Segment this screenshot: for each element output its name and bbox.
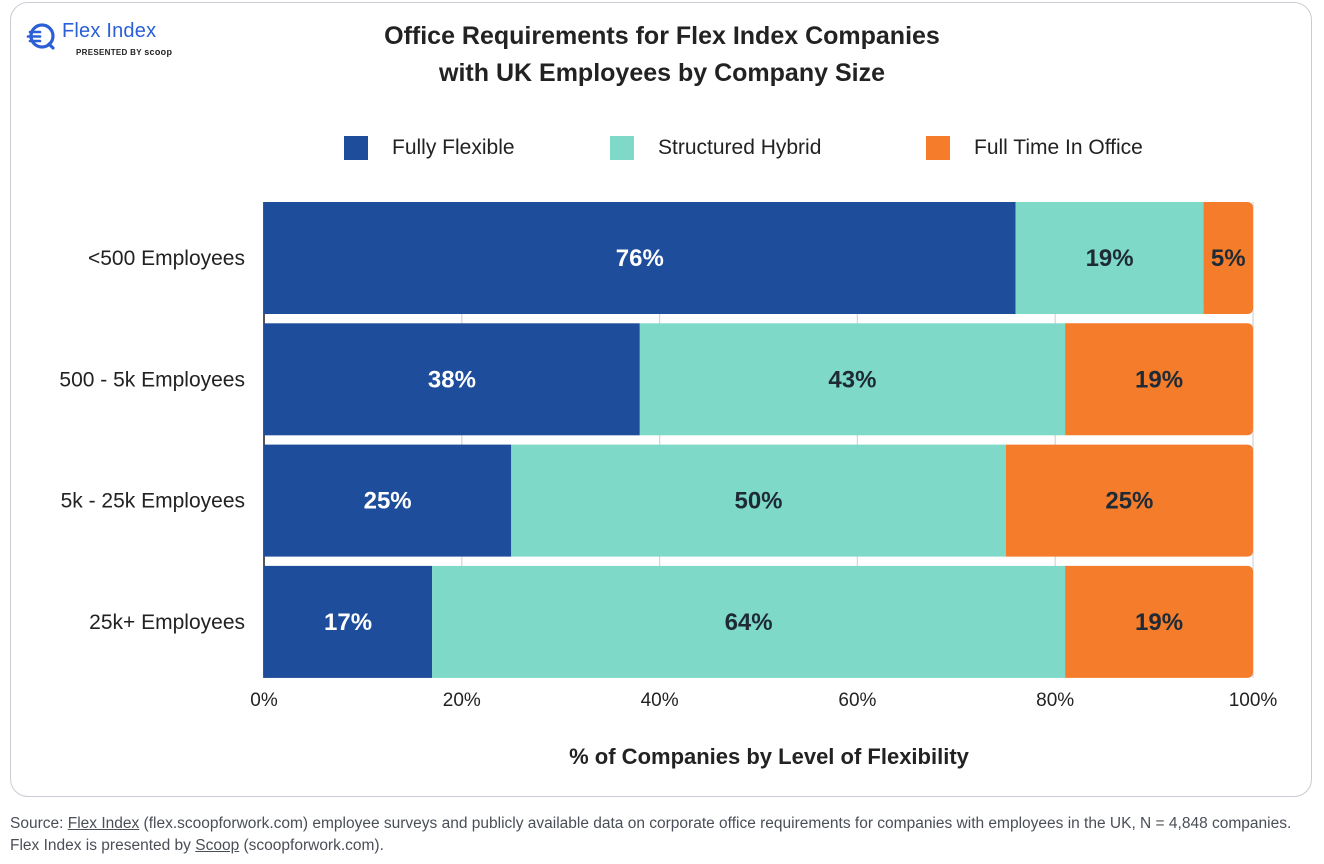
legend-swatch-full-time-in-office: [926, 136, 950, 160]
data-label-fully-flexible-500-5k-employees: 38%: [428, 366, 476, 393]
logo-brand: scoop: [144, 47, 173, 57]
category-label-25k-employees: 25k+ Employees: [89, 611, 245, 634]
x-axis-label: % of Companies by Level of Flexibility: [569, 744, 970, 769]
category-label-500-employees: <500 Employees: [88, 247, 245, 270]
data-label-structured-hybrid-500-5k-employees: 43%: [828, 366, 876, 393]
category-labels: <500 Employees 500 - 5k Employees 5k - 25k…: [59, 247, 245, 634]
bar-fully-flexible-5k-25k-employees[interactable]: [264, 444, 512, 557]
bar-full-time-in-office-500-employees[interactable]: [1203, 202, 1253, 314]
chart-title: Office Requirements for Flex Index Compa…: [0, 18, 1324, 92]
chart-title-line-1: Office Requirements for Flex Index Compa…: [384, 22, 940, 50]
x-tick-0: 0%: [250, 690, 278, 711]
bar-structured-hybrid-25k-employees[interactable]: [432, 565, 1066, 678]
flex-index-logo[interactable]: Flex Index PRESENTED BY scoop: [26, 20, 196, 60]
flex-index-logo-icon: [26, 23, 55, 50]
bar-fully-flexible-25k-employees[interactable]: [264, 565, 433, 678]
data-label-full-time-in-office-500-employees: 5%: [1211, 245, 1246, 272]
legend-label-fully-flexible: Fully Flexible: [392, 136, 515, 159]
category-label-5k-25k-employees: 5k - 25k Employees: [61, 490, 245, 513]
footer-link-scoop[interactable]: Scoop: [195, 837, 240, 854]
legend-label-full-time-in-office: Full Time In Office: [974, 136, 1143, 159]
footer-middle: (flex.scoopforwork.com) employee surveys…: [10, 815, 1292, 854]
bar-structured-hybrid-5k-25k-employees[interactable]: [511, 444, 1006, 557]
legend-swatch-fully-flexible: [344, 136, 368, 160]
footer-prefix: Source:: [10, 815, 68, 832]
bar-structured-hybrid-500-employees[interactable]: [1015, 202, 1204, 314]
data-label-structured-hybrid-500-employees: 19%: [1086, 245, 1134, 272]
data-label-fully-flexible-500-employees: 76%: [616, 245, 664, 272]
source-footer: Source: Flex Index (flex.scoopforwork.co…: [10, 813, 1310, 857]
logo-title: Flex Index: [62, 20, 157, 42]
footer-suffix: (scoopforwork.com).: [239, 837, 384, 854]
data-label-full-time-in-office-500-5k-employees: 19%: [1135, 366, 1183, 393]
legend-swatch-structured-hybrid: [610, 136, 634, 160]
stacked-bar-chart: 76% 19% 5% 38% 43% 19% 25% 50% 25% 17% 64% 19% <500…: [59, 202, 1277, 769]
bar-fully-flexible-500-5k-employees[interactable]: [264, 323, 640, 436]
legend-label-structured-hybrid: Structured Hybrid: [658, 136, 822, 159]
data-label-full-time-in-office-25k-employees: 19%: [1135, 609, 1183, 636]
logo-presented-by: PRESENTED BY: [76, 48, 142, 57]
bar-full-time-in-office-5k-25k-employees[interactable]: [1005, 444, 1253, 557]
x-tick-100: 100%: [1229, 690, 1278, 711]
x-tick-20: 20%: [443, 690, 481, 711]
x-tick-80: 80%: [1036, 690, 1074, 711]
data-label-fully-flexible-25k-employees: 17%: [324, 609, 372, 636]
x-tick-40: 40%: [641, 690, 679, 711]
data-label-structured-hybrid-25k-employees: 64%: [725, 609, 773, 636]
bar-full-time-in-office-500-5k-employees[interactable]: [1065, 323, 1253, 436]
bar-full-time-in-office-25k-employees[interactable]: [1065, 565, 1253, 678]
data-label-fully-flexible-5k-25k-employees: 25%: [364, 488, 412, 515]
logo-subtitle: PRESENTED BY scoop: [76, 47, 172, 57]
bars: 76% 19% 5% 38% 43% 19% 25% 50% 25% 17% 64% 19%: [264, 202, 1253, 678]
bar-structured-hybrid-500-5k-employees[interactable]: [639, 323, 1066, 436]
x-tick-labels: 0% 20% 40% 60% 80% 100%: [250, 690, 1277, 711]
bar-fully-flexible-500-employees[interactable]: [264, 202, 1016, 314]
category-label-500-5k-employees: 500 - 5k Employees: [59, 368, 245, 391]
data-label-structured-hybrid-5k-25k-employees: 50%: [734, 488, 782, 515]
data-label-full-time-in-office-5k-25k-employees: 25%: [1105, 488, 1153, 515]
chart-title-line-2: with UK Employees by Company Size: [439, 59, 885, 87]
x-tick-60: 60%: [838, 690, 876, 711]
footer-link-flex-index[interactable]: Flex Index: [67, 815, 140, 832]
